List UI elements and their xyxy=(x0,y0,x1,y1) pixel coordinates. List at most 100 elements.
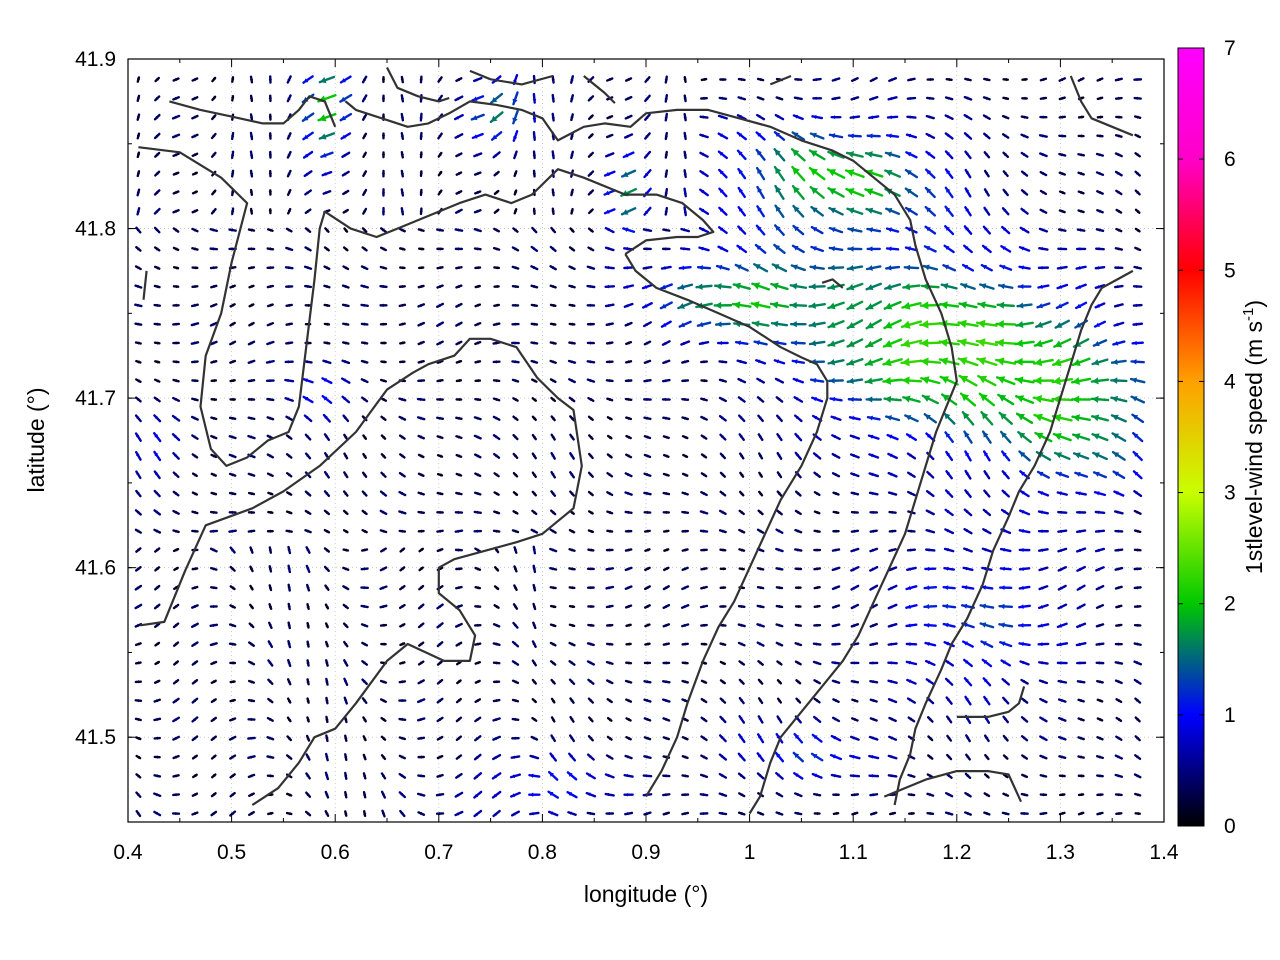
wind-arrow xyxy=(418,566,424,572)
wind-arrow xyxy=(1096,792,1104,797)
coastline xyxy=(469,69,554,86)
wind-arrow xyxy=(302,377,314,384)
wind-arrow xyxy=(1039,793,1048,797)
wind-arrow xyxy=(266,340,275,346)
wind-arrow xyxy=(831,585,841,591)
wind-arrow xyxy=(663,566,670,572)
wind-arrow xyxy=(1058,171,1066,176)
wind-arrow xyxy=(172,697,180,704)
wind-arrow xyxy=(303,265,313,270)
wind-arrow xyxy=(1015,320,1034,328)
wind-arrow xyxy=(719,604,727,609)
wind-arrow xyxy=(135,226,142,234)
wind-arrow xyxy=(287,640,292,649)
wind-arrow xyxy=(681,755,689,760)
wind-arrow xyxy=(623,773,634,778)
wind-arrow xyxy=(229,679,236,684)
wind-arrow xyxy=(731,301,752,309)
wind-arrow xyxy=(1075,247,1087,251)
wind-arrow xyxy=(249,150,254,160)
wind-arrow xyxy=(398,227,406,233)
wind-arrow xyxy=(1039,774,1048,778)
wind-arrow xyxy=(683,169,687,179)
wind-arrow xyxy=(304,810,312,817)
wind-arrow xyxy=(643,698,652,703)
wind-arrow xyxy=(793,732,804,744)
wind-arrow xyxy=(923,245,937,253)
wind-arrow xyxy=(846,207,864,215)
wind-arrow xyxy=(585,791,597,798)
wind-arrow xyxy=(362,434,368,440)
wind-arrow xyxy=(532,602,537,611)
wind-arrow xyxy=(1115,623,1123,627)
wind-arrow xyxy=(921,394,939,405)
wind-arrow xyxy=(1093,491,1107,497)
wind-arrow xyxy=(380,547,387,553)
wind-arrow xyxy=(306,603,310,610)
wind-arrow xyxy=(946,753,953,761)
wind-arrow xyxy=(268,94,273,103)
wind-arrow xyxy=(719,585,727,590)
wind-arrow xyxy=(719,715,727,724)
wind-arrow xyxy=(945,77,953,82)
wind-arrow xyxy=(738,490,745,497)
wind-arrow xyxy=(700,585,708,590)
wind-arrow xyxy=(380,772,387,780)
wind-arrow xyxy=(210,716,218,723)
wind-arrow xyxy=(982,508,992,517)
wind-arrow xyxy=(755,166,766,181)
wind-arrow xyxy=(1058,716,1067,722)
wind-arrow xyxy=(209,228,218,233)
wind-arrow xyxy=(342,189,350,196)
wind-arrow xyxy=(831,679,841,684)
wind-arrow xyxy=(586,660,595,666)
wind-arrow xyxy=(209,547,218,553)
wind-arrow xyxy=(474,698,482,704)
wind-arrow xyxy=(813,679,821,685)
wind-arrow xyxy=(868,95,879,101)
wind-arrow xyxy=(736,131,747,141)
wind-arrow xyxy=(623,284,635,289)
wind-arrow xyxy=(1112,340,1126,346)
wind-arrow xyxy=(247,397,256,402)
wind-arrow xyxy=(343,433,349,441)
wind-arrow xyxy=(229,359,237,364)
wind-arrow xyxy=(454,510,464,515)
wind-arrow xyxy=(586,585,595,590)
x-tick-label: 1.1 xyxy=(839,841,868,864)
wind-arrow xyxy=(455,453,463,458)
wind-arrow xyxy=(134,284,143,289)
wind-arrow xyxy=(171,114,181,120)
wind-arrow xyxy=(1091,414,1109,422)
wind-arrow xyxy=(362,207,368,215)
wind-arrow xyxy=(473,790,483,799)
wind-arrow xyxy=(792,751,804,763)
wind-arrow xyxy=(907,811,915,816)
wind-arrow xyxy=(532,130,537,142)
wind-arrow xyxy=(983,695,991,706)
wind-arrow xyxy=(436,397,444,402)
wind-arrow xyxy=(361,113,368,121)
wind-arrow xyxy=(360,567,369,571)
wind-arrow xyxy=(1039,716,1048,723)
wind-arrow xyxy=(718,734,727,743)
wind-arrow xyxy=(681,623,690,628)
wind-arrow xyxy=(1096,77,1104,82)
wind-arrow xyxy=(643,247,652,251)
wind-arrow xyxy=(153,509,162,516)
wind-arrow xyxy=(926,77,935,82)
wind-arrow xyxy=(775,96,784,101)
wind-arrow xyxy=(228,510,237,515)
wind-arrow xyxy=(888,510,897,515)
wind-arrow xyxy=(997,283,1014,290)
wind-arrow xyxy=(625,698,633,703)
wind-arrow xyxy=(135,378,142,383)
wind-arrow xyxy=(248,321,255,327)
wind-arrow xyxy=(664,131,668,141)
wind-arrow xyxy=(399,360,406,364)
wind-arrow xyxy=(1133,77,1143,82)
wind-arrow xyxy=(492,661,501,665)
wind-arrow xyxy=(419,207,423,216)
wind-arrow xyxy=(210,416,218,421)
